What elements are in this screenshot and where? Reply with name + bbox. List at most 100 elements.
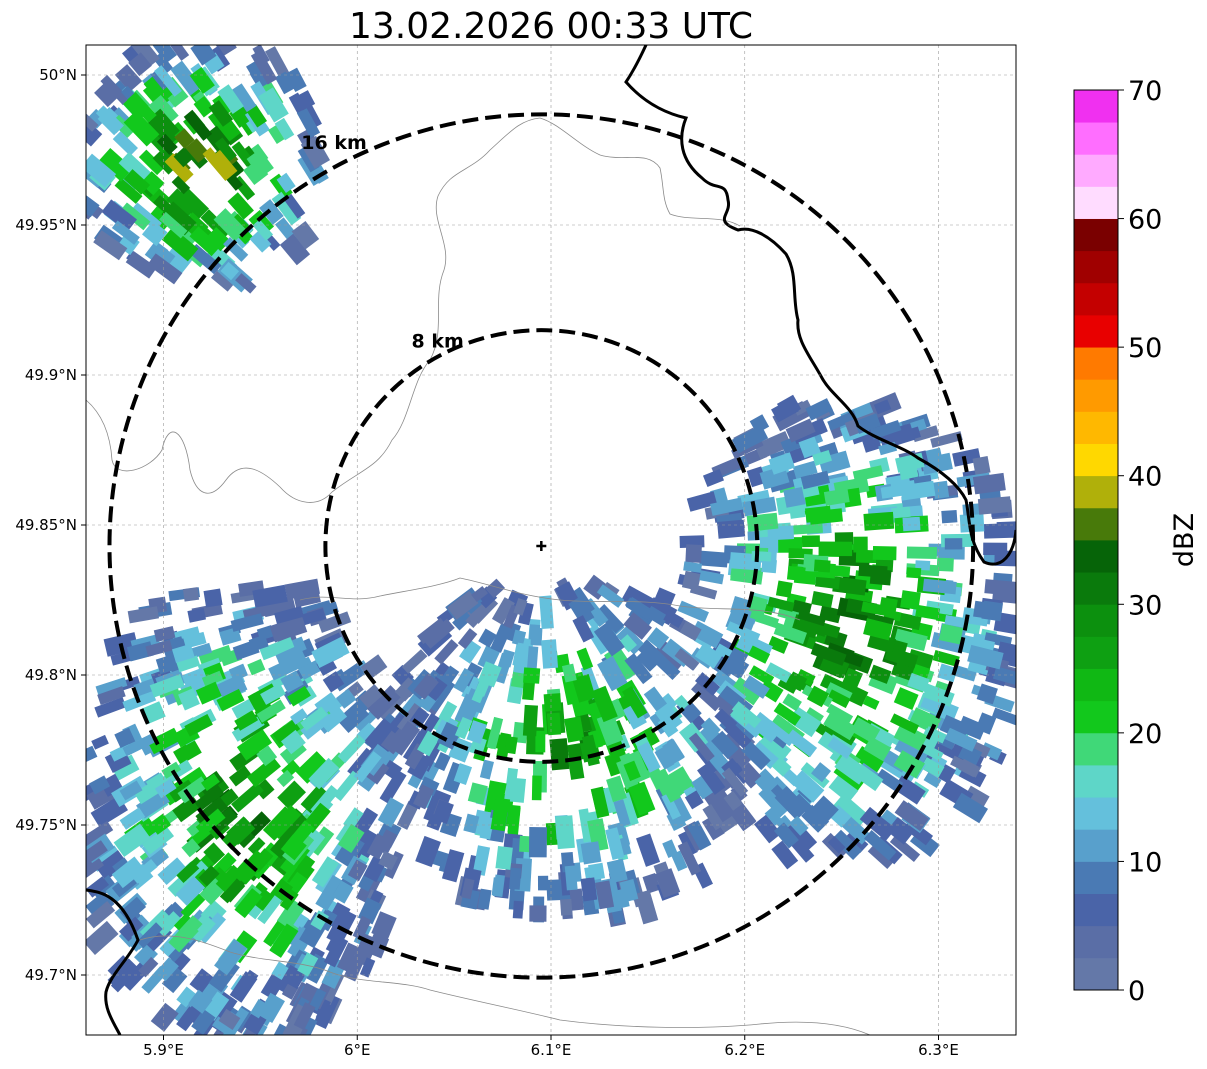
echo-gate: [906, 546, 938, 559]
echo-gate: [269, 923, 299, 958]
echo-gate: [268, 122, 289, 145]
echo-gate: [593, 622, 625, 657]
echo-gate: [130, 45, 160, 68]
echo-gate: [311, 636, 350, 668]
colorbar-segment: [1074, 475, 1118, 509]
echo-gate: [691, 773, 717, 800]
echo-gate: [893, 687, 919, 711]
echo-gate: [938, 623, 964, 645]
echo-gate: [596, 584, 625, 608]
echo-gate: [438, 701, 458, 723]
colorbar-tick-label: 30: [1128, 590, 1162, 621]
echo-gate: [257, 992, 285, 1024]
echo-gate: [175, 876, 206, 906]
echo-gate: [754, 430, 792, 460]
echo-gate: [161, 966, 188, 994]
echo-gate: [819, 654, 850, 679]
echo-gate: [568, 596, 595, 626]
echo-gate: [188, 989, 213, 1014]
echo-gate: [454, 716, 473, 740]
echo-gate: [674, 648, 700, 671]
echo-gate: [114, 727, 136, 749]
echo-gate: [759, 734, 788, 762]
echo-gate: [86, 901, 116, 929]
echo-gate: [150, 1002, 179, 1032]
echo-gate: [436, 721, 463, 750]
echo-gate: [148, 94, 179, 127]
echo-gate: [687, 820, 712, 851]
echo-gate: [336, 942, 359, 972]
echo-gate: [702, 469, 725, 487]
echo-gate: [353, 751, 382, 783]
lon-tick-label: 6.3°E: [918, 1041, 959, 1059]
echo-gate: [710, 497, 744, 516]
echo-gate: [828, 774, 859, 804]
colorbar-segment: [1074, 732, 1118, 766]
echo-gate: [287, 970, 305, 990]
echo-gate: [920, 452, 953, 475]
echo-gate: [417, 617, 447, 645]
echo-gate: [89, 775, 111, 795]
echo-gate: [265, 46, 290, 79]
echo-gate: [181, 838, 201, 858]
echo-gate: [959, 513, 985, 533]
echo-gate: [145, 639, 173, 657]
echo-gate: [794, 618, 828, 637]
echo-gate: [923, 772, 942, 789]
range-ring-label: 16 km: [301, 132, 367, 154]
echo-gate: [680, 701, 702, 724]
echo-gate: [218, 1008, 241, 1030]
echo-gate: [375, 829, 398, 855]
echo-gate: [902, 744, 920, 761]
echo-gate: [130, 859, 158, 884]
echo-gate: [271, 191, 302, 226]
echo-gate: [401, 649, 428, 674]
echo-gate: [110, 754, 140, 781]
echo-gate: [595, 604, 625, 634]
echo-gate: [277, 780, 306, 810]
echo-gate: [381, 759, 403, 781]
echo-gate: [166, 45, 190, 61]
echo-gate: [786, 671, 808, 692]
echo-gate: [746, 512, 779, 532]
echo-gate: [181, 667, 207, 688]
echo-gate: [513, 597, 528, 616]
echo-gate: [659, 777, 681, 803]
echo-gate: [172, 759, 193, 778]
echo-gate: [161, 227, 199, 262]
echo-gate: [605, 827, 625, 861]
echo-gate: [417, 730, 440, 757]
echo-gate: [147, 253, 183, 285]
echo-gate: [721, 767, 749, 797]
colorbar-tick-label: 0: [1128, 976, 1145, 1007]
echo-gate: [522, 704, 539, 737]
echo-gate: [156, 133, 178, 155]
echo-gate: [276, 172, 296, 193]
echo-gate: [886, 816, 915, 845]
echo-gate: [549, 738, 570, 771]
echo-gate: [214, 137, 237, 162]
echo-gate: [396, 800, 420, 830]
echo-gate: [952, 792, 989, 824]
echo-gate: [189, 968, 215, 994]
echo-gate: [810, 642, 847, 666]
echo-gate: [546, 712, 562, 736]
echo-gate: [310, 910, 329, 931]
echo-gate: [688, 732, 715, 762]
lon-tick-label: 6.2°E: [724, 1041, 765, 1059]
colorbar-segment: [1074, 765, 1118, 798]
colorbar-segment: [1074, 540, 1118, 573]
colorbar-segment: [1074, 893, 1118, 927]
echo-gate: [133, 780, 162, 805]
echo-gate: [869, 568, 892, 586]
echo-gate: [377, 797, 405, 828]
echo-gate: [853, 536, 868, 553]
echo-gate: [944, 538, 963, 550]
echo-gate: [774, 785, 809, 821]
echo-gate: [86, 116, 103, 147]
echo-gate: [246, 59, 267, 82]
echo-gate: [809, 508, 843, 525]
echo-gate: [272, 719, 301, 745]
echo-gate: [287, 685, 311, 707]
lon-tick-label: 6°E: [344, 1041, 371, 1059]
